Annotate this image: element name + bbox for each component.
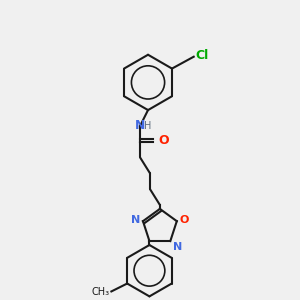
Text: Cl: Cl [196, 49, 209, 62]
Text: O: O [180, 215, 189, 225]
Text: N: N [131, 215, 140, 225]
Text: H: H [144, 121, 152, 131]
Text: O: O [158, 134, 169, 147]
Text: CH₃: CH₃ [91, 287, 110, 297]
Text: N: N [135, 119, 145, 132]
Text: N: N [173, 242, 182, 252]
